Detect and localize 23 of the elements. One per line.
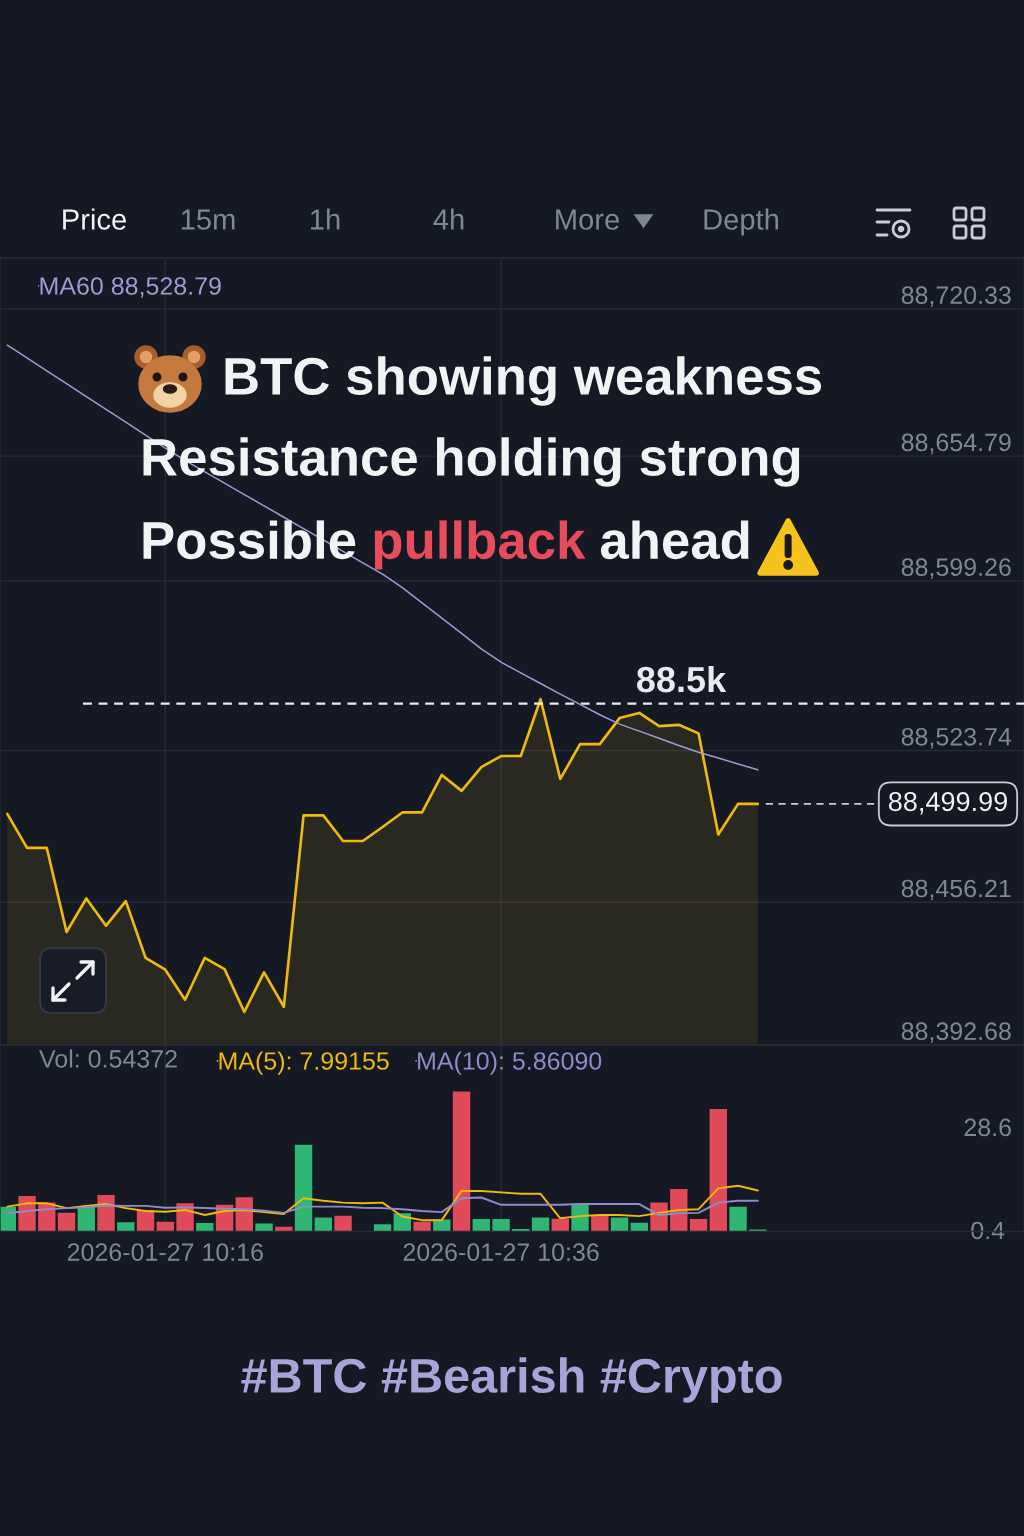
y-tick-label: 88,654.79 (901, 433, 1011, 455)
y-tick-label: 88,456.21 (901, 879, 1011, 901)
text: More (556, 209, 619, 230)
y-tick-label: 88,523.74 (901, 727, 1012, 749)
legend-label: MA(10): 5.86090 (418, 1051, 602, 1075)
y-tick-label: 88,599.26 (901, 558, 1011, 579)
text: 15m (181, 209, 235, 230)
text: 1h (311, 208, 340, 230)
y-tick-label: 28.6 (964, 1118, 1011, 1137)
text: BTC showing weakness (225, 356, 822, 406)
text: 4h (433, 208, 464, 230)
ref-line-label: 88.5k (636, 665, 727, 693)
y-tick-label: 88,720.33 (901, 286, 1011, 307)
legend-label: MA(5): 7.99155 (219, 1051, 389, 1075)
chart-title: Vol: 0.54372 (39, 1049, 177, 1068)
x-tick-label: 2026-01-27 10:16 (67, 1243, 263, 1261)
text: #BTC #Bearish #Crypto (241, 1357, 782, 1403)
text: Depth (704, 208, 779, 236)
x-tick-label: 2026-01-27 10:36 (403, 1243, 599, 1261)
text: Price (63, 208, 126, 230)
ref-line-label: 88,499.99 (888, 792, 1007, 815)
legend-label: MA60 88,528.79 (40, 277, 221, 298)
y-tick-label: 88,392.68 (901, 1022, 1011, 1044)
